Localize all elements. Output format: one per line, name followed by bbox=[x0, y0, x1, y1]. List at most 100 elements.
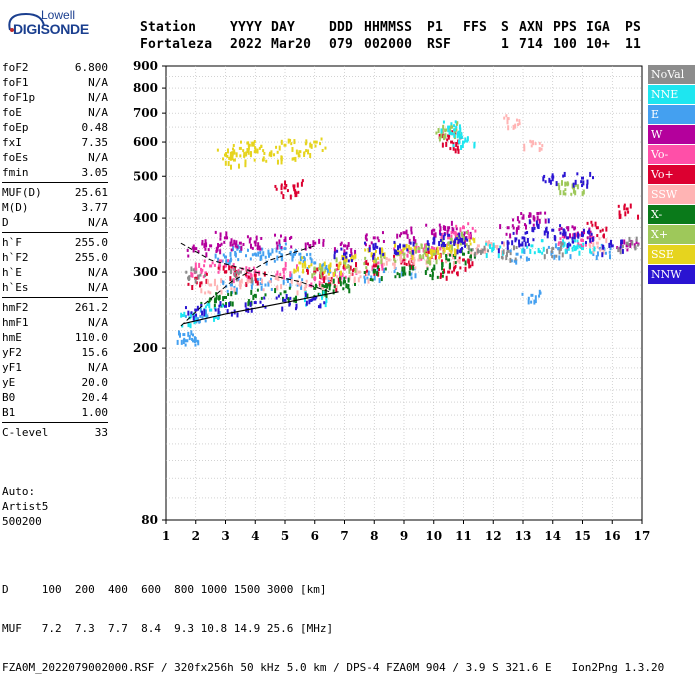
param-value: N/A bbox=[88, 316, 108, 329]
data-point bbox=[283, 267, 287, 271]
echo-mark bbox=[263, 296, 266, 300]
echo-mark bbox=[293, 186, 296, 192]
echo-mark bbox=[410, 252, 413, 256]
data-point bbox=[268, 252, 272, 256]
echo-mark bbox=[294, 189, 297, 195]
echo-mark bbox=[448, 130, 451, 136]
echo-mark bbox=[246, 235, 249, 239]
echo-mark bbox=[254, 147, 257, 153]
echo-mark bbox=[222, 265, 225, 271]
echo-mark bbox=[216, 148, 219, 152]
echo-mark bbox=[310, 258, 313, 264]
echo-mark bbox=[289, 138, 292, 142]
echo-mark bbox=[523, 143, 526, 147]
echo-mark bbox=[456, 244, 459, 250]
echo-mark bbox=[450, 249, 453, 253]
echo-mark bbox=[497, 253, 500, 259]
echo-mark bbox=[618, 214, 621, 220]
echo-mark bbox=[363, 271, 366, 275]
echo-mark bbox=[539, 211, 542, 215]
echo-mark bbox=[227, 259, 230, 263]
header-label: YYYY bbox=[230, 20, 263, 35]
echo-mark bbox=[571, 233, 574, 239]
echo-mark bbox=[400, 261, 403, 265]
echo-mark bbox=[337, 280, 340, 284]
echo-mark bbox=[377, 271, 380, 277]
echo-mark bbox=[595, 255, 598, 261]
echo-mark bbox=[345, 283, 348, 289]
echo-mark bbox=[449, 241, 452, 245]
echo-mark bbox=[605, 238, 608, 244]
echo-mark bbox=[437, 249, 440, 255]
echo-mark bbox=[232, 144, 235, 148]
echo-mark bbox=[431, 268, 434, 272]
echo-mark bbox=[441, 265, 444, 271]
header-label: IGA bbox=[586, 20, 611, 35]
echo-mark bbox=[378, 247, 381, 253]
echo-mark bbox=[513, 259, 516, 263]
echo-mark bbox=[447, 134, 450, 140]
echo-mark bbox=[405, 229, 408, 235]
echo-mark bbox=[548, 177, 551, 183]
echo-mark bbox=[180, 312, 183, 318]
data-point bbox=[224, 295, 227, 299]
echo-mark bbox=[584, 243, 587, 247]
echo-mark bbox=[554, 236, 557, 242]
echo-mark bbox=[560, 241, 563, 247]
param-value: N/A bbox=[88, 281, 108, 294]
echo-mark bbox=[269, 151, 272, 155]
echo-mark bbox=[596, 251, 599, 257]
echo-mark bbox=[473, 238, 476, 244]
echo-mark bbox=[420, 243, 423, 247]
echo-mark bbox=[455, 141, 458, 147]
echo-mark bbox=[261, 278, 264, 284]
data-point bbox=[238, 280, 242, 284]
echo-mark bbox=[199, 314, 202, 318]
echo-mark bbox=[244, 162, 247, 168]
param-value: N/A bbox=[88, 106, 108, 119]
data-point bbox=[506, 226, 510, 230]
echo-mark bbox=[447, 127, 450, 133]
echo-mark bbox=[414, 248, 417, 254]
echo-mark bbox=[453, 132, 456, 138]
echo-mark bbox=[443, 135, 446, 141]
echo-mark bbox=[294, 307, 297, 311]
echo-mark bbox=[225, 152, 228, 158]
echo-mark bbox=[407, 248, 410, 254]
echo-mark bbox=[325, 274, 328, 280]
echo-mark bbox=[208, 299, 211, 303]
echo-mark bbox=[485, 240, 488, 244]
echo-mark bbox=[427, 247, 430, 251]
header-label: DAY bbox=[271, 20, 296, 35]
echo-mark bbox=[339, 281, 342, 287]
echo-mark bbox=[374, 242, 377, 248]
param-value: 15.6 bbox=[81, 346, 109, 359]
data-point bbox=[313, 270, 317, 274]
echo-mark bbox=[220, 259, 223, 263]
echo-mark bbox=[233, 239, 236, 245]
echo-mark bbox=[554, 243, 557, 249]
echo-mark bbox=[432, 237, 435, 241]
echo-mark bbox=[229, 257, 232, 263]
echo-mark bbox=[564, 249, 567, 255]
echo-mark bbox=[601, 252, 604, 258]
echo-mark bbox=[425, 248, 428, 252]
echo-mark bbox=[364, 243, 367, 247]
echo-mark bbox=[350, 248, 353, 254]
echo-mark bbox=[451, 253, 454, 257]
echo-mark bbox=[485, 253, 488, 259]
echo-mark bbox=[409, 258, 412, 264]
echo-mark bbox=[248, 267, 251, 273]
echo-mark bbox=[194, 343, 197, 347]
echo-mark bbox=[440, 234, 443, 240]
echo-mark bbox=[321, 149, 324, 153]
echo-mark bbox=[433, 233, 436, 239]
echo-mark bbox=[324, 282, 327, 288]
echo-mark bbox=[251, 141, 254, 147]
echo-mark bbox=[250, 284, 253, 290]
echo-mark bbox=[256, 280, 259, 286]
echo-mark bbox=[393, 270, 396, 274]
echo-mark bbox=[217, 312, 220, 316]
echo-mark bbox=[294, 269, 297, 273]
echo-mark bbox=[454, 120, 457, 124]
